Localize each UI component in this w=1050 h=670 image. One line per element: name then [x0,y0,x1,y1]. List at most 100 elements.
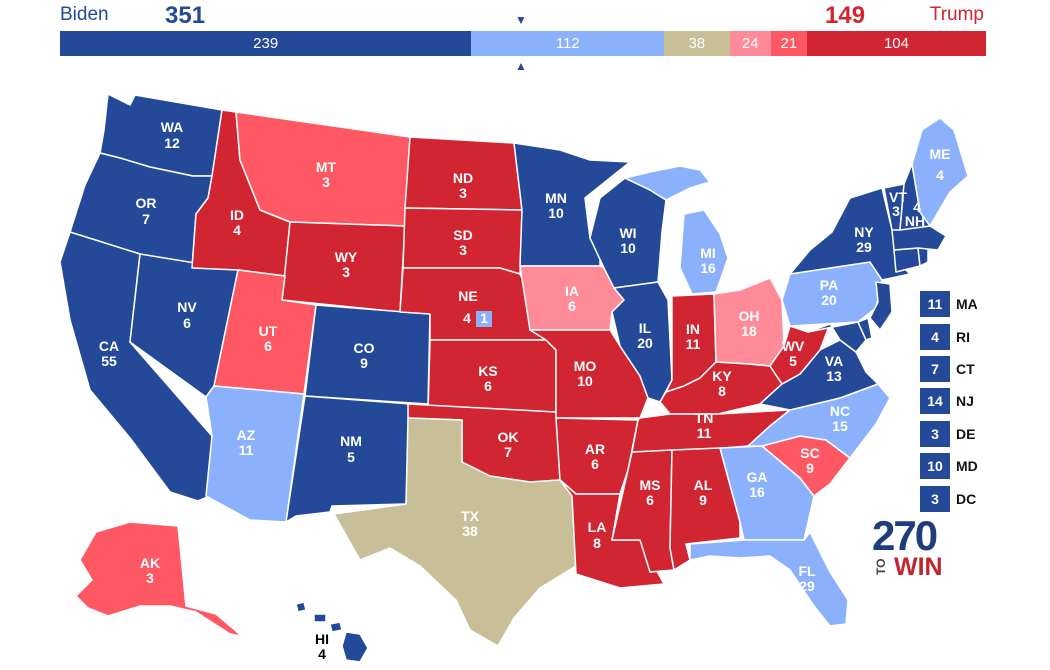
small-state-de[interactable]: 3 DE [920,418,978,450]
label-ia-ev: 6 [568,298,576,314]
small-state-ma[interactable]: 11 MA [920,288,978,320]
label-il-ev: 20 [637,335,653,351]
state-nj[interactable] [869,281,893,331]
label-mn-ev: 10 [548,205,564,221]
label-mt-abbr: MT [316,159,337,175]
label-mi-ev: 16 [700,260,716,276]
state-de[interactable] [857,317,873,341]
small-state-ev-box: 10 [920,453,950,480]
label-wi-ev: 10 [620,240,636,256]
state-ak[interactable] [75,521,243,637]
majority-marker-top-icon: ▼ [515,13,527,27]
label-nc-abbr: NC [830,403,850,419]
label-la-abbr: LA [588,519,607,535]
small-state-ri[interactable]: 4 RI [920,320,978,352]
label-wa-abbr: WA [161,119,184,135]
label-mo-ev: 10 [577,373,593,389]
label-nd-abbr: ND [453,170,473,186]
label-nd-ev: 3 [459,185,467,201]
logo-number: 270 [872,512,938,559]
small-state-ev-box: 3 [920,485,950,512]
small-state-nj[interactable]: 14 NJ [920,385,978,417]
label-ky-abbr: KY [712,368,732,384]
state-mi-up[interactable] [624,165,711,201]
label-ky-ev: 8 [718,383,726,399]
logo-win: WIN [894,553,943,581]
bar-segment-likely-rep[interactable]: 21 [770,31,807,56]
label-fl-abbr: FL [798,563,816,579]
label-id-ev: 4 [233,222,241,238]
small-state-ct[interactable]: 7 CT [920,353,978,385]
label-tn-abbr: TN [695,410,714,426]
small-state-ev-box: 3 [920,420,950,447]
label-va-abbr: VA [825,353,843,369]
label-in-abbr: IN [686,321,700,337]
label-hi-ev: 4 [318,646,326,662]
label-az-ev: 11 [239,442,254,458]
label-tx-ev: 38 [462,523,478,539]
label-ar-abbr: AR [585,441,605,457]
state-ct[interactable] [893,247,921,273]
label-id-abbr: ID [230,207,244,223]
label-sd-ev: 3 [459,242,467,258]
state-mo[interactable] [529,329,649,419]
bar-segment-lean-rep[interactable]: 24 [729,31,771,56]
label-ok-ev: 7 [504,444,512,460]
label-nm-ev: 5 [347,449,355,465]
label-ne-abbr: NE [458,288,477,304]
label-fl-ev: 29 [799,578,815,594]
small-state-abbr: CT [956,360,975,377]
label-or-ev: 7 [142,211,150,227]
bar-segment-likely-dem[interactable]: 112 [471,31,665,56]
small-state-abbr: RI [956,328,970,345]
logo-to: TO [874,558,888,575]
state-az[interactable] [205,385,305,523]
label-ga-ev: 16 [749,484,765,500]
label-co-abbr: CO [354,340,375,356]
ne-district-box[interactable] [476,311,492,327]
label-ms-abbr: MS [640,477,661,493]
state-il[interactable] [611,281,673,403]
state-me[interactable] [911,117,969,227]
label-wa-ev: 12 [164,135,180,151]
dem-electoral-total: 351 [165,2,206,29]
state-tx[interactable] [333,417,577,647]
small-state-ev-box: 7 [920,355,950,382]
dem-candidate-name: Biden [60,4,109,25]
label-wv-abbr: WV [782,338,805,354]
state-ri[interactable] [917,247,929,267]
label-ok-abbr: OK [498,429,519,445]
rep-candidate-name: Trump [929,4,984,25]
label-wi-abbr: WI [619,225,636,241]
label-mi-abbr: MI [700,245,716,261]
bar-segment-tossup[interactable]: 38 [664,31,730,56]
label-ga-abbr: GA [747,469,768,485]
label-nv-ev: 6 [183,315,191,331]
bar-segment-safe-dem[interactable]: 239 [60,31,472,56]
label-al-abbr: AL [694,477,713,493]
state-hi[interactable] [295,601,369,663]
small-state-abbr: DE [956,425,976,442]
label-mt-ev: 3 [322,174,330,190]
state-fl[interactable] [689,531,849,627]
small-state-md[interactable]: 10 MD [920,450,978,482]
label-tn-ev: 11 [697,425,712,441]
small-states-list: 11 MA 4 RI 7 CT 14 NJ 3 DE 10 MD 3 DC [920,288,978,515]
state-nc[interactable] [747,383,891,459]
label-co-ev: 9 [360,355,368,371]
label-wv-ev: 5 [789,353,797,369]
bar-segment-safe-rep[interactable]: 104 [806,31,986,56]
small-state-dc[interactable]: 3 DC [920,482,978,514]
small-state-abbr: MD [956,458,978,475]
state-mi[interactable] [679,209,729,295]
270towin-logo[interactable]: 270 TO WIN [872,515,944,583]
label-az-abbr: AZ [237,427,256,443]
label-ca-abbr: CA [99,338,119,354]
label-pa-abbr: PA [820,277,838,293]
label-il-abbr: IL [639,320,652,336]
label-ak-abbr: AK [140,555,160,571]
label-sc-abbr: SC [800,445,819,461]
small-state-ev-box: 11 [920,291,950,318]
label-nc-ev: 15 [832,418,848,434]
